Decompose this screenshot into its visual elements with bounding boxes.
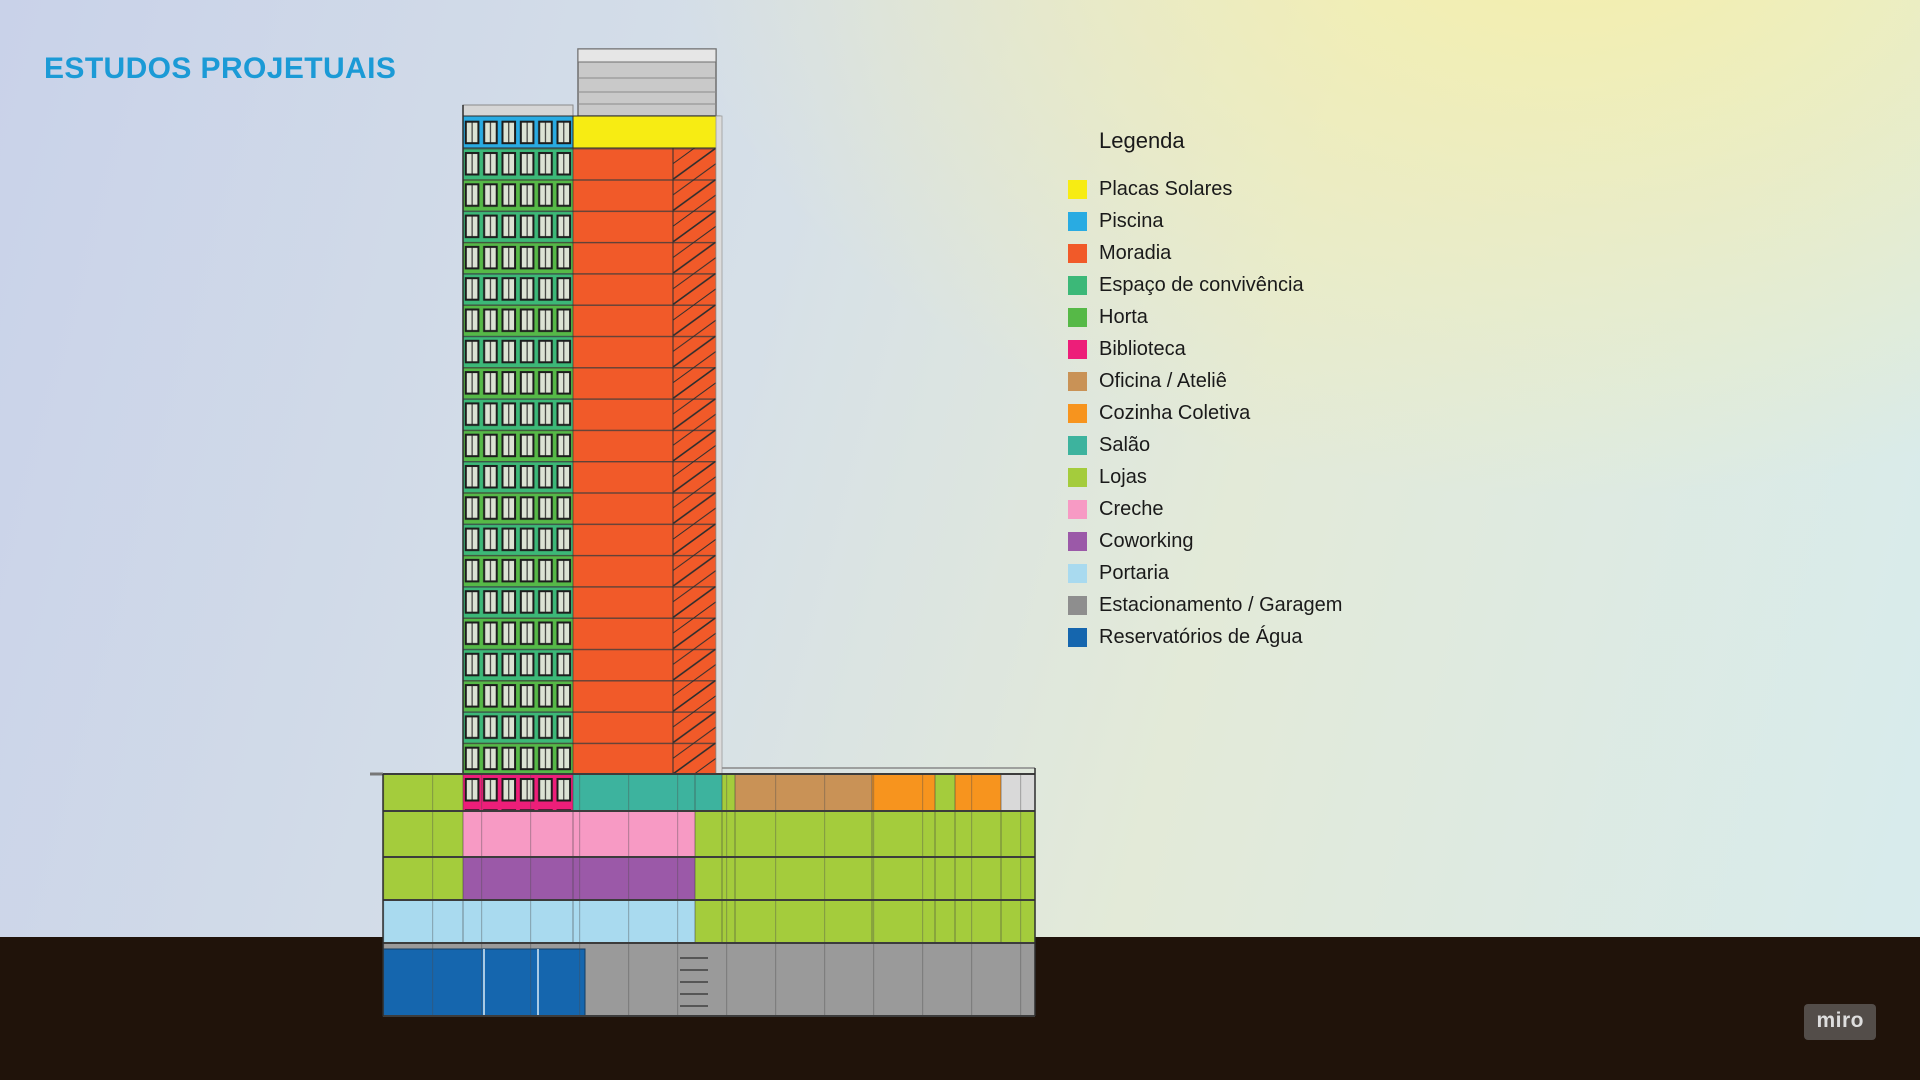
podium-slab-lines bbox=[383, 773, 1035, 1017]
legend-label: Oficina / Ateliê bbox=[1099, 370, 1227, 392]
miro-logo[interactable]: miro bbox=[1804, 1004, 1876, 1040]
facade-edge bbox=[715, 115, 723, 775]
legend-swatch bbox=[1068, 308, 1087, 327]
legend-swatch bbox=[1068, 596, 1087, 615]
legend-label: Piscina bbox=[1099, 210, 1164, 232]
legend-item-placas-solares: Placas Solares bbox=[1068, 178, 1342, 200]
legend-swatch bbox=[1068, 628, 1087, 647]
legend-item-salao: Salão bbox=[1068, 434, 1342, 456]
legend-swatch bbox=[1068, 244, 1087, 263]
legend-item-moradia: Moradia bbox=[1068, 242, 1342, 264]
legend-item-horta: Horta bbox=[1068, 306, 1342, 328]
legend-label: Estacionamento / Garagem bbox=[1099, 594, 1343, 616]
legend-title: Legenda bbox=[1099, 128, 1185, 153]
legend-swatch bbox=[1068, 340, 1087, 359]
legend-item-espaco-convivencia: Espaço de convivência bbox=[1068, 274, 1342, 296]
legend-swatch bbox=[1068, 532, 1087, 551]
legend-item-coworking: Coworking bbox=[1068, 530, 1342, 552]
legend-swatch bbox=[1068, 212, 1087, 231]
legend-item-reservatorios-agua: Reservatórios de Água bbox=[1068, 626, 1342, 648]
legend-swatch bbox=[1068, 372, 1087, 391]
structural-verticals bbox=[462, 774, 1002, 943]
legend-label: Coworking bbox=[1099, 530, 1194, 552]
legend-item-lojas: Lojas bbox=[1068, 466, 1342, 488]
legend-swatch bbox=[1068, 468, 1087, 487]
legend-item-biblioteca: Biblioteca bbox=[1068, 338, 1342, 360]
column-grid bbox=[383, 774, 1035, 1016]
legend: Legenda Placas Solares Piscina Moradia E… bbox=[1068, 128, 1342, 660]
legend-item-oficina-atelie: Oficina / Ateliê bbox=[1068, 370, 1342, 392]
legend-label: Horta bbox=[1099, 306, 1148, 328]
legend-item-estacionamento-garagem: Estacionamento / Garagem bbox=[1068, 594, 1343, 616]
legend-item-piscina: Piscina bbox=[1068, 210, 1342, 232]
legend-item-cozinha-coletiva: Cozinha Coletiva bbox=[1068, 402, 1342, 424]
legend-label: Lojas bbox=[1099, 466, 1147, 488]
penthouse-core bbox=[577, 48, 717, 117]
building-section-diagram bbox=[370, 48, 1036, 1017]
legend-swatch bbox=[1068, 276, 1087, 295]
legend-label: Moradia bbox=[1099, 242, 1172, 264]
legend-swatch bbox=[1068, 404, 1087, 423]
page-title: ESTUDOS PROJETUAIS bbox=[44, 52, 397, 85]
legend-swatch bbox=[1068, 564, 1087, 583]
roof-parapet bbox=[462, 104, 574, 117]
legend-label: Cozinha Coletiva bbox=[1099, 402, 1251, 424]
stair-shaft bbox=[673, 148, 716, 774]
legend-label: Biblioteca bbox=[1099, 338, 1186, 360]
legend-item-creche: Creche bbox=[1068, 498, 1342, 520]
legend-swatch bbox=[1068, 500, 1087, 519]
legend-label: Creche bbox=[1099, 498, 1164, 520]
pool-window-frames bbox=[463, 116, 573, 148]
solar-zone bbox=[572, 115, 721, 149]
legend-swatch bbox=[1068, 436, 1087, 455]
legend-label: Portaria bbox=[1099, 562, 1170, 584]
legend-label: Reservatórios de Água bbox=[1099, 626, 1303, 648]
legend-label: Salão bbox=[1099, 434, 1151, 456]
legend-label: Placas Solares bbox=[1099, 178, 1233, 200]
legend-label: Espaço de convivência bbox=[1099, 274, 1304, 296]
legend-swatch bbox=[1068, 180, 1087, 199]
legend-item-portaria: Portaria bbox=[1068, 562, 1342, 584]
